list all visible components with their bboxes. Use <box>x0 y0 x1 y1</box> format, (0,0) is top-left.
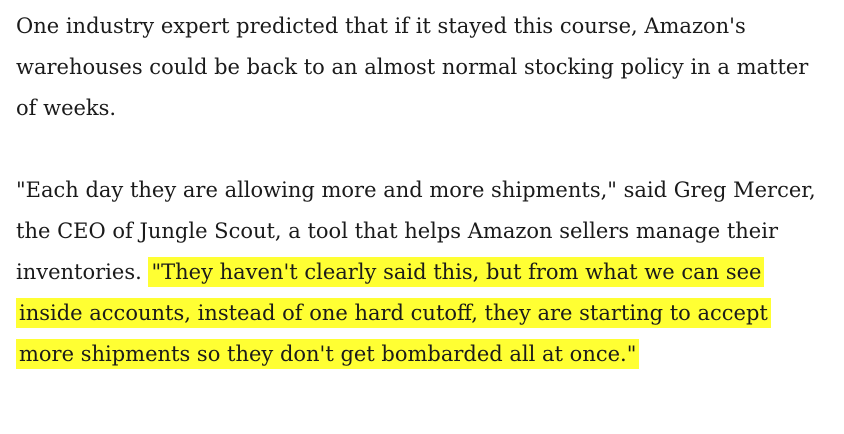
quote-lead-text: "Each day they are allowing more and mor… <box>16 178 816 284</box>
article-body: One industry expert predicted that if it… <box>16 6 828 375</box>
paragraph-greg-mercer-quote: "Each day they are allowing more and mor… <box>16 170 828 375</box>
paragraph-expert-prediction: One industry expert predicted that if it… <box>16 14 809 120</box>
